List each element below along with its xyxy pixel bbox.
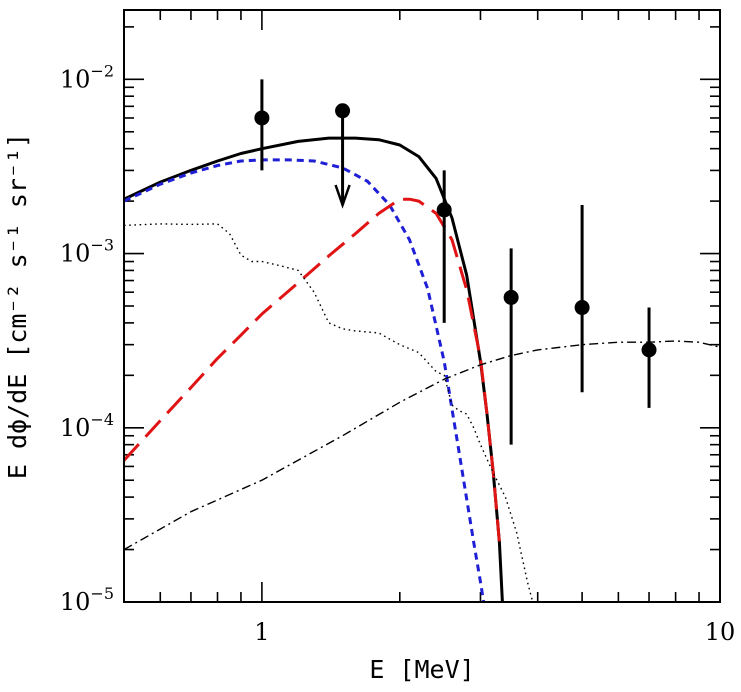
x-tick-label: 1 — [254, 618, 269, 646]
data-point — [436, 202, 452, 218]
y-tick-label: 10−2 — [60, 61, 114, 93]
data-points-layer — [254, 79, 657, 445]
y-tick-label: 10−3 — [60, 236, 114, 268]
data-point — [335, 103, 351, 119]
data-point — [641, 342, 657, 358]
minor-ticks — [123, 10, 721, 603]
series-layer — [124, 136, 720, 602]
series-line-long-dash — [124, 197, 501, 543]
x-axis-title: E [MeV] — [369, 655, 474, 684]
data-point — [574, 300, 590, 316]
y-tick-labels: 10−5 10−4 10−3 10−2 — [60, 61, 114, 616]
upper-limit-arrow — [334, 184, 351, 209]
y-tick-label: 10−5 — [60, 584, 114, 616]
series-line-short-dash — [124, 158, 486, 602]
y-axis-title: E dϕ/dE [cm⁻² s⁻¹ sr⁻¹] — [3, 133, 32, 479]
y-tick-label: 10−4 — [60, 410, 114, 442]
data-point — [503, 289, 519, 305]
data-point — [254, 110, 270, 126]
series-line-dotted — [124, 223, 534, 602]
series-line-dash-dot — [124, 340, 720, 551]
x-tick-label: 10 — [705, 618, 736, 646]
x-tick-labels: 1 10 — [254, 618, 735, 646]
plot-frame — [123, 9, 721, 603]
